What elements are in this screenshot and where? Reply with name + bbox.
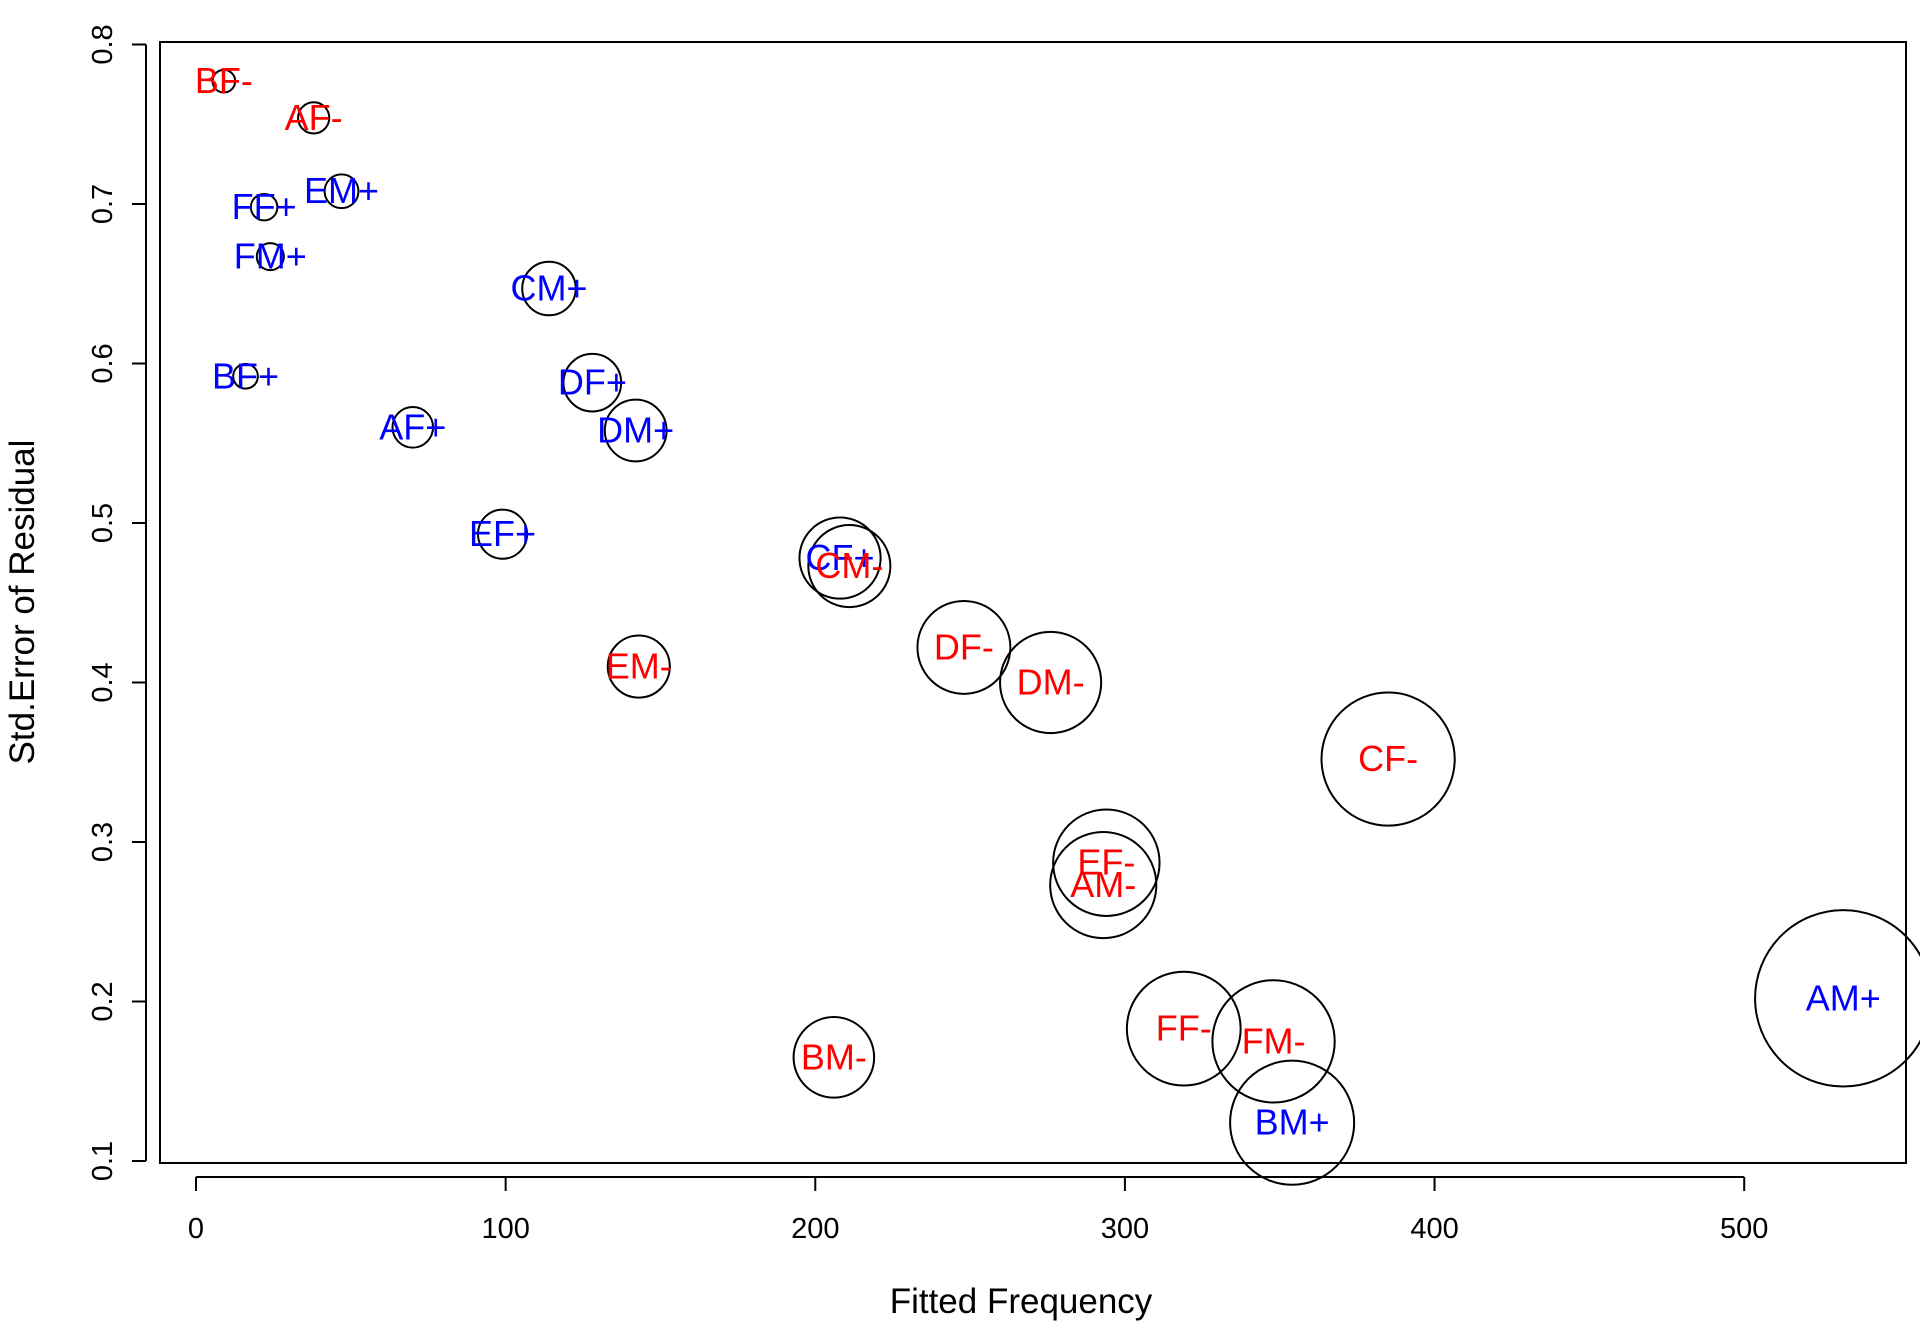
point-label: BF+ bbox=[212, 355, 279, 396]
data-points: BF- AF- EM+FF+ FM+ CM+ BF+ DF+ AF+ DM+ EF+ CF+CM- E… bbox=[195, 60, 1920, 1186]
point-marker bbox=[1320, 691, 1456, 827]
point-marker bbox=[1754, 909, 1920, 1088]
point-marker bbox=[807, 524, 892, 609]
point-marker bbox=[792, 1016, 876, 1099]
point-label: DM+ bbox=[597, 409, 674, 450]
y-tick-label: 0.3 bbox=[87, 822, 119, 862]
point-marker bbox=[999, 630, 1103, 735]
point-marker bbox=[323, 173, 360, 210]
point-label: CF- bbox=[1358, 738, 1418, 779]
point-marker bbox=[521, 260, 577, 317]
y-tick-label: 0.5 bbox=[87, 503, 119, 543]
point-marker bbox=[391, 406, 435, 449]
x-tick-label: 0 bbox=[188, 1213, 204, 1245]
point-label: EM+ bbox=[304, 170, 379, 211]
point-marker bbox=[476, 508, 529, 560]
point-label: EF- bbox=[1077, 842, 1135, 883]
point-marker bbox=[606, 634, 671, 699]
point-label: AF- bbox=[285, 97, 343, 138]
point-marker bbox=[249, 192, 279, 222]
point-label: DM- bbox=[1017, 662, 1085, 703]
y-tick-label: 0.6 bbox=[87, 343, 119, 383]
x-tick-label: 200 bbox=[791, 1213, 839, 1245]
x-tick-label: 300 bbox=[1101, 1213, 1149, 1245]
x-tick-label: 500 bbox=[1720, 1213, 1768, 1245]
point-label: BM+ bbox=[1255, 1102, 1330, 1143]
point-label: AM+ bbox=[1806, 977, 1881, 1018]
point-marker bbox=[232, 362, 259, 390]
y-tick-label: 0.4 bbox=[87, 662, 119, 702]
point-label: EF+ bbox=[469, 513, 536, 554]
point-marker bbox=[603, 398, 668, 463]
x-axis: 0 100 200 300 400 500 bbox=[188, 1176, 1768, 1245]
point-marker bbox=[562, 352, 623, 413]
point-marker bbox=[1229, 1059, 1356, 1186]
point-marker bbox=[211, 68, 237, 94]
point-label: FF- bbox=[1156, 1008, 1212, 1049]
point-label: FM- bbox=[1242, 1020, 1306, 1061]
point-label: BM- bbox=[801, 1036, 867, 1077]
point-label: AM- bbox=[1070, 864, 1136, 905]
point-label: EM- bbox=[606, 646, 672, 687]
y-axis: 0.1 0.2 0.3 0.4 0.5 0.6 0.7 0.8 bbox=[87, 24, 147, 1181]
y-tick-label: 0.8 bbox=[87, 24, 119, 64]
point-label: CM- bbox=[815, 545, 883, 586]
point-marker bbox=[297, 101, 331, 135]
point-marker bbox=[255, 242, 285, 272]
point-label: DF+ bbox=[558, 362, 627, 403]
point-label: BF- bbox=[195, 60, 253, 101]
point-label: AF+ bbox=[379, 406, 446, 447]
y-tick-label: 0.2 bbox=[87, 981, 119, 1021]
point-label: CM+ bbox=[510, 268, 587, 309]
x-axis-title: Fitted Frequency bbox=[890, 1282, 1153, 1321]
x-tick-label: 100 bbox=[481, 1213, 529, 1245]
point-marker bbox=[798, 516, 882, 600]
point-label: FF+ bbox=[232, 186, 297, 227]
x-tick-label: 400 bbox=[1410, 1213, 1458, 1245]
point-marker bbox=[916, 599, 1012, 695]
point-label: DF- bbox=[934, 626, 994, 667]
point-marker bbox=[1125, 970, 1242, 1087]
y-tick-label: 0.7 bbox=[87, 184, 119, 224]
y-tick-label: 0.1 bbox=[87, 1141, 119, 1181]
y-axis-title: Std.Error of Residual bbox=[3, 440, 42, 765]
point-marker bbox=[1052, 808, 1161, 917]
point-marker bbox=[1049, 830, 1158, 940]
point-marker bbox=[1211, 979, 1336, 1104]
point-label: FM+ bbox=[234, 236, 307, 277]
plot-frame bbox=[159, 41, 1907, 1164]
point-label: CF+ bbox=[806, 537, 875, 578]
